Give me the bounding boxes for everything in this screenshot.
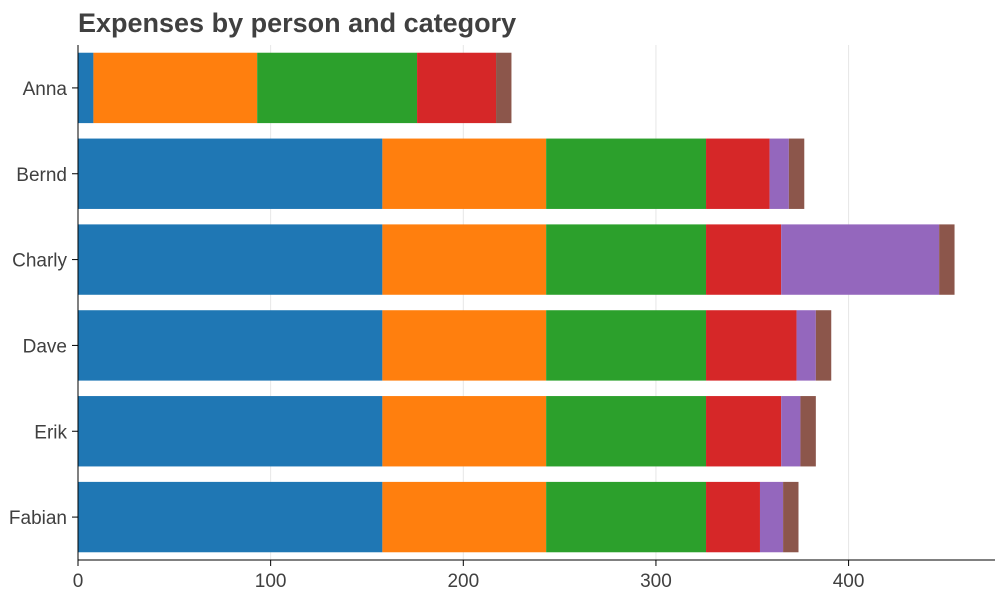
bar-segment bbox=[382, 310, 547, 381]
bar-segment bbox=[382, 138, 547, 209]
bar-segment bbox=[706, 310, 797, 381]
gridlines bbox=[270, 45, 850, 560]
x-tick-label: 200 bbox=[447, 571, 479, 592]
bar-stacks bbox=[78, 52, 955, 553]
bar-segment bbox=[706, 224, 782, 295]
x-tick-label: 100 bbox=[255, 571, 287, 592]
bar-segment bbox=[706, 481, 760, 553]
y-tick-label: Erik bbox=[34, 422, 67, 443]
y-tick-label: Charly bbox=[12, 251, 67, 272]
bar-segment bbox=[769, 138, 789, 209]
bar-segment bbox=[78, 52, 94, 124]
bar-segment bbox=[78, 396, 383, 467]
bar-segment bbox=[417, 52, 497, 124]
bar-segment bbox=[78, 224, 383, 295]
bar-segment bbox=[939, 224, 955, 295]
x-tick-label: 0 bbox=[73, 571, 84, 592]
bar-segment bbox=[815, 310, 832, 381]
bar-segment bbox=[78, 481, 383, 553]
bar-segment bbox=[382, 481, 547, 553]
bar-segment bbox=[78, 310, 383, 381]
x-tick-label: 300 bbox=[640, 571, 672, 592]
bar-segment bbox=[759, 481, 784, 553]
chart-title: Expenses by person and category bbox=[78, 8, 516, 38]
x-tick-label: 400 bbox=[833, 571, 865, 592]
bar-segment bbox=[781, 224, 940, 295]
y-tick-label: Dave bbox=[23, 336, 67, 357]
bar-segment bbox=[546, 396, 707, 467]
bar-segment bbox=[382, 396, 547, 467]
bar-segment bbox=[800, 396, 816, 467]
bar-segment bbox=[706, 138, 770, 209]
bar-segment bbox=[706, 396, 782, 467]
bar-segment bbox=[257, 52, 418, 124]
y-tick-label: Bernd bbox=[16, 165, 67, 186]
bar-segment bbox=[788, 138, 805, 209]
bar-segment bbox=[781, 396, 801, 467]
bar-segment bbox=[382, 224, 547, 295]
bar-segment bbox=[546, 310, 707, 381]
bar-segment bbox=[546, 224, 707, 295]
axes: Anna Bernd Charly Dave Erik Fabian 0 100 200 300 4… bbox=[9, 45, 995, 592]
y-tick-label: Fabian bbox=[9, 508, 67, 529]
bar-segment bbox=[783, 481, 799, 553]
bar-segment bbox=[93, 52, 258, 124]
bar-segment bbox=[546, 138, 707, 209]
y-tick-label: Anna bbox=[23, 79, 68, 100]
bar-segment bbox=[78, 138, 383, 209]
bar-segment bbox=[796, 310, 816, 381]
bar-segment bbox=[546, 481, 707, 553]
bar-segment bbox=[496, 52, 512, 124]
